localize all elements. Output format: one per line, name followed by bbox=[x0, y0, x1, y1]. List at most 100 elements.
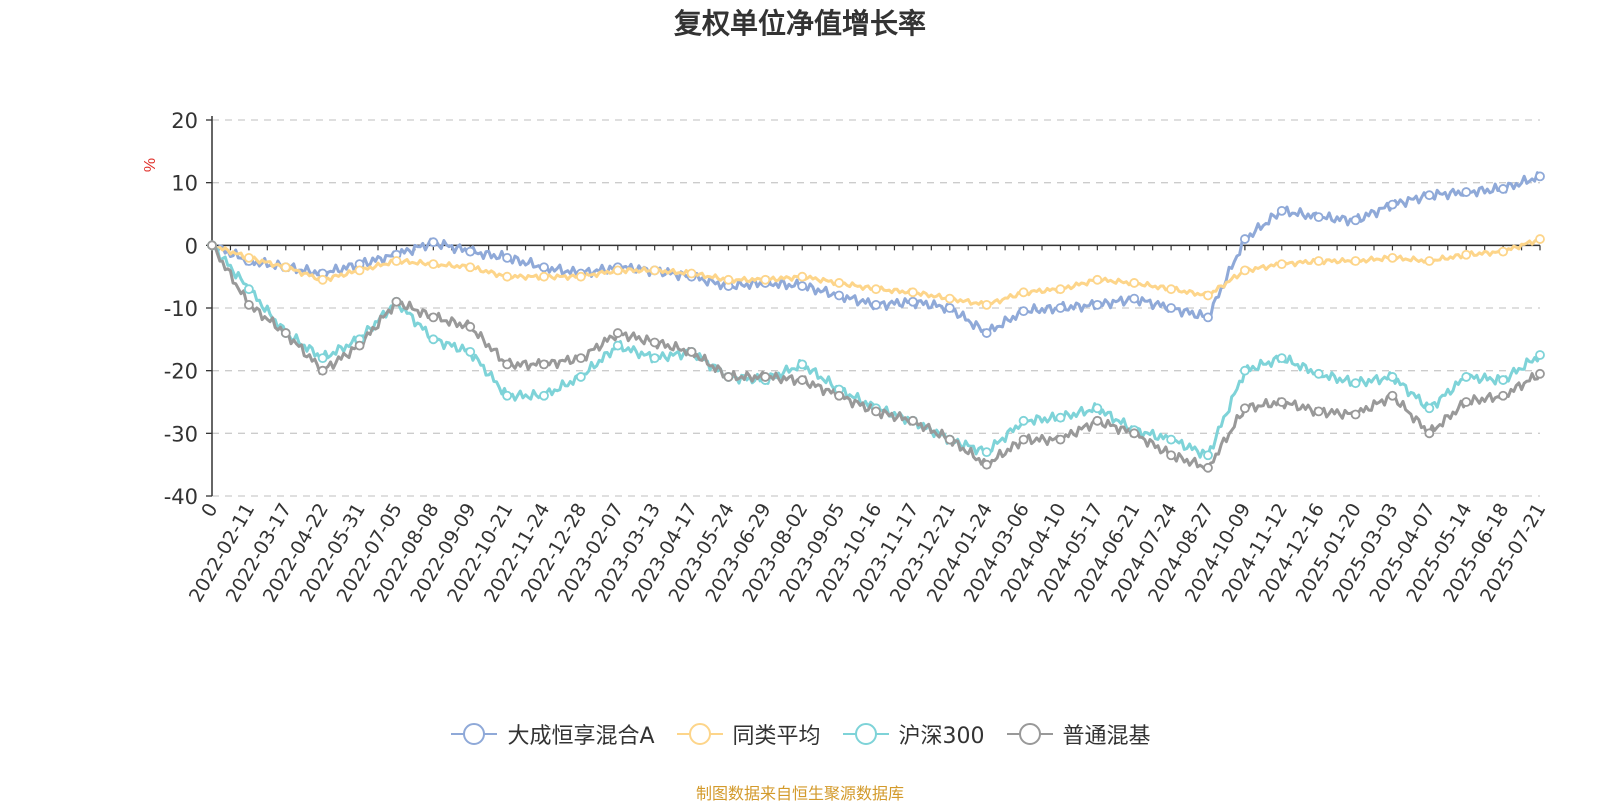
data-point bbox=[1276, 259, 1287, 270]
data-point bbox=[1313, 212, 1324, 223]
data-point bbox=[1166, 284, 1177, 295]
data-point bbox=[981, 328, 992, 338]
data-point bbox=[1535, 350, 1545, 360]
data-point bbox=[1535, 171, 1545, 182]
data-point bbox=[760, 274, 771, 285]
data-point bbox=[354, 340, 365, 351]
data-point bbox=[834, 390, 845, 401]
legend-swatch-icon bbox=[842, 723, 889, 745]
data-point bbox=[1387, 390, 1398, 401]
data-point bbox=[243, 299, 254, 310]
data-point bbox=[723, 274, 734, 285]
data-point bbox=[907, 296, 918, 307]
data-point bbox=[354, 265, 365, 276]
data-point bbox=[871, 406, 881, 417]
data-point bbox=[1239, 403, 1250, 414]
data-point bbox=[317, 353, 328, 364]
y-tick-label: -20 bbox=[164, 360, 198, 384]
legend-swatch-icon bbox=[676, 723, 723, 745]
legend: 大成恒享混合A 同类平均 沪深300 普通混基 bbox=[0, 718, 1600, 750]
data-point bbox=[1018, 434, 1029, 445]
data-point bbox=[649, 265, 660, 276]
data-point bbox=[1092, 415, 1103, 426]
data-point bbox=[1387, 252, 1398, 263]
data-point bbox=[907, 415, 918, 426]
legend-swatch-marker bbox=[463, 723, 486, 745]
data-point bbox=[1498, 184, 1509, 194]
legend-swatch-icon bbox=[1006, 723, 1053, 745]
data-point bbox=[797, 281, 808, 291]
data-point bbox=[1535, 234, 1545, 244]
data-point bbox=[1166, 434, 1177, 445]
series-points bbox=[207, 171, 1545, 473]
chart-title: 复权单位净值增长率 bbox=[673, 7, 926, 40]
data-point bbox=[944, 293, 955, 304]
data-point bbox=[797, 271, 808, 282]
data-point bbox=[1350, 409, 1361, 420]
data-point bbox=[686, 268, 697, 279]
data-point bbox=[871, 284, 881, 295]
data-point bbox=[1239, 265, 1250, 276]
data-point bbox=[723, 372, 734, 382]
data-point bbox=[1498, 375, 1509, 385]
legend-label: 大成恒享混合A bbox=[507, 724, 655, 749]
data-point bbox=[391, 296, 402, 307]
x-tick-label: 0 bbox=[197, 500, 222, 521]
data-point bbox=[944, 434, 955, 445]
data-point bbox=[465, 346, 476, 357]
data-point bbox=[1276, 353, 1287, 364]
data-point bbox=[243, 252, 254, 263]
data-point bbox=[1387, 199, 1398, 210]
data-point bbox=[760, 372, 771, 382]
legend-item[interactable]: 大成恒享混合A bbox=[449, 718, 655, 750]
y-tick-label: 10 bbox=[171, 172, 198, 196]
data-point bbox=[1092, 299, 1103, 310]
data-point bbox=[280, 328, 291, 338]
data-point bbox=[1092, 274, 1103, 285]
legend-swatch-icon bbox=[451, 723, 498, 745]
series-line bbox=[210, 244, 1542, 459]
legend-item[interactable]: 沪深300 bbox=[841, 718, 985, 750]
data-point bbox=[1018, 415, 1029, 426]
data-point bbox=[797, 375, 808, 385]
data-point bbox=[1313, 368, 1324, 379]
data-point bbox=[243, 284, 254, 295]
legend-label: 同类平均 bbox=[732, 724, 821, 749]
data-point bbox=[834, 278, 845, 288]
data-point bbox=[539, 271, 549, 282]
data-point bbox=[1387, 372, 1398, 382]
data-point bbox=[1203, 462, 1213, 473]
data-point bbox=[907, 287, 918, 298]
data-point bbox=[1166, 450, 1177, 461]
data-point bbox=[1350, 215, 1361, 226]
y-axis-label: % bbox=[142, 158, 159, 172]
data-point bbox=[797, 359, 808, 370]
legend-swatch-marker bbox=[1018, 723, 1041, 745]
axes: 20100-10-20-30-4002022-02-112022-03-1720… bbox=[164, 109, 1551, 606]
data-point bbox=[575, 372, 586, 382]
legend-item[interactable]: 普通混基 bbox=[1005, 718, 1151, 750]
data-point bbox=[502, 359, 513, 370]
data-point bbox=[1424, 256, 1435, 266]
data-point bbox=[317, 274, 328, 285]
data-point bbox=[871, 299, 881, 310]
legend-item[interactable]: 同类平均 bbox=[675, 718, 821, 750]
data-point bbox=[981, 459, 992, 470]
data-point bbox=[1424, 403, 1435, 414]
data-point bbox=[1313, 256, 1324, 266]
data-point bbox=[1498, 390, 1509, 401]
data-point bbox=[207, 240, 217, 251]
series-line bbox=[211, 242, 1542, 472]
y-tick-label: 20 bbox=[171, 109, 198, 133]
data-point bbox=[1424, 190, 1435, 201]
data-point bbox=[539, 359, 549, 370]
data-point bbox=[465, 321, 476, 332]
series-lines bbox=[210, 171, 1542, 472]
legend-swatch-marker bbox=[688, 723, 711, 745]
data-point bbox=[391, 256, 402, 266]
data-point bbox=[575, 353, 586, 364]
data-source-note: 制图数据来自恒生聚源数据库 bbox=[695, 784, 904, 803]
data-point bbox=[1129, 293, 1140, 304]
data-point bbox=[575, 271, 586, 282]
